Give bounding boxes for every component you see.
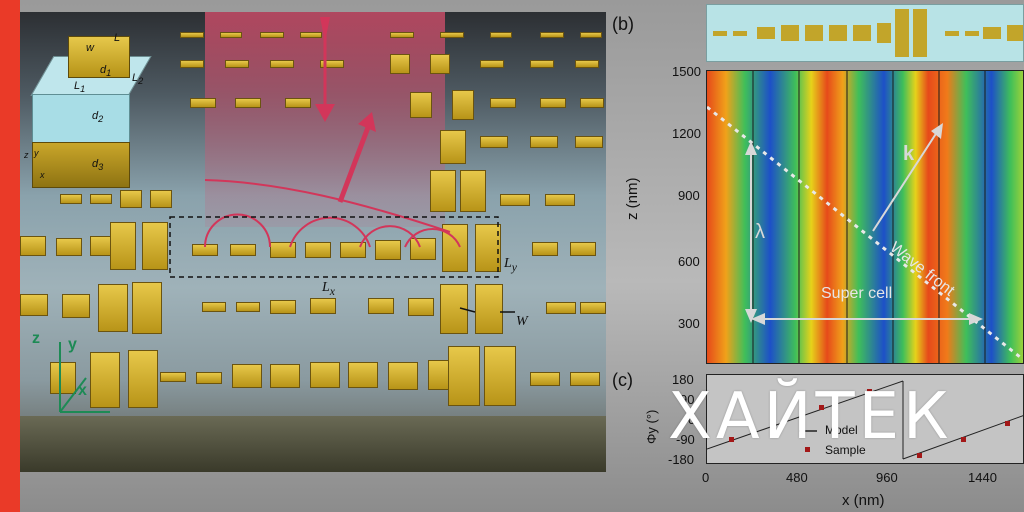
x-tick-1440: 1440 (968, 470, 997, 485)
phi-tick-90: 90 (680, 392, 695, 407)
phi-tick-180: 180 (672, 372, 694, 387)
x-tick-480: 480 (786, 470, 808, 485)
legend-sample: Sample (825, 443, 866, 457)
label-W: W (516, 314, 528, 329)
phi-tick-neg90: -90 (676, 432, 695, 447)
inset-axis-x: x (40, 170, 45, 180)
axis-label-y: y (68, 336, 77, 353)
inset-label-d2: d2 (92, 110, 104, 125)
panel-a-illustration: w L d1 L1 L2 d2 d3 z y x Ly Lx W z y x (20, 12, 606, 472)
phi-axis-title: Φy (°) (644, 409, 659, 444)
panel-c-label: (c) (612, 370, 633, 390)
phi-tick-neg180: -180 (668, 452, 695, 467)
x-tick-0: 0 (702, 470, 710, 485)
inset-label-L: L (114, 32, 121, 44)
wave-diagram-svg (59, 17, 515, 413)
inset-axis-y: y (34, 148, 39, 158)
label-Ly: Ly (504, 256, 517, 274)
label-lambda: λ (755, 221, 765, 243)
inset-label-L1: L1 (74, 80, 86, 95)
z-tick-900: 900 (678, 188, 700, 203)
axis-label-z: z (32, 330, 40, 347)
substrate-floor (20, 416, 606, 472)
inset-label-d3: d3 (92, 158, 104, 173)
supercell-strip-svg (713, 9, 1023, 57)
label-super-cell: Super cell (821, 285, 893, 302)
inset-cap (68, 36, 130, 78)
inset-box-bottom (32, 142, 130, 188)
inset-label-d1: d1 (100, 64, 112, 79)
label-Lx: Lx (322, 280, 335, 298)
z-tick-600: 600 (678, 254, 700, 269)
z-axis-title: z (nm) (624, 177, 641, 221)
phi-tick-0: 0 (688, 412, 696, 427)
inset-label-L2: L2 (132, 72, 144, 87)
overlay-title: ХАЙТЕК (668, 380, 953, 454)
z-tick-1200: 1200 (672, 126, 701, 141)
phase-plot: Model Sample (706, 374, 1024, 464)
x-axis-title: x (nm) (842, 492, 885, 509)
unit-cell-inset: w L d1 L1 L2 d2 d3 z y x (20, 12, 180, 190)
inset-axis-z: z (24, 150, 29, 160)
label-k: k (903, 143, 915, 165)
legend-model: Model (825, 423, 858, 437)
z-tick-1500: 1500 (672, 64, 701, 79)
panel-b-label: (b) (612, 14, 634, 34)
z-tick-300: 300 (678, 316, 700, 331)
axis-label-x: x (78, 382, 87, 399)
field-overlay-svg (707, 71, 1023, 363)
supercell-strip (706, 4, 1024, 62)
field-map: λ k Wave front Super cell (706, 70, 1024, 364)
inset-box-mid (32, 94, 130, 144)
red-edge-bar (0, 0, 20, 512)
inset-label-w: w (86, 42, 94, 54)
x-tick-960: 960 (876, 470, 898, 485)
phase-plot-svg (706, 380, 1024, 460)
